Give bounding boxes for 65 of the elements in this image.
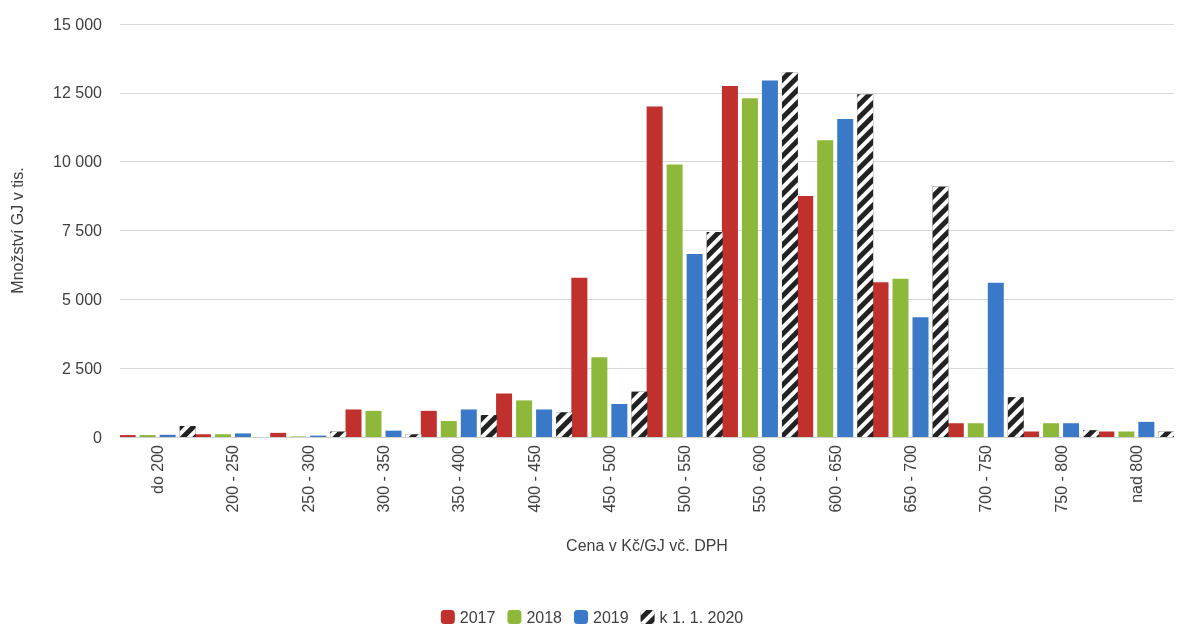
bar	[159, 434, 176, 437]
bar	[967, 423, 984, 437]
y-axis-title: Množství GJ v tis.	[8, 167, 26, 294]
bar	[721, 85, 738, 437]
bar	[536, 409, 553, 437]
bar	[666, 164, 683, 437]
x-tick-label: 500 - 550	[676, 444, 694, 513]
legend-label: 2018	[526, 608, 563, 626]
bar	[1138, 421, 1155, 437]
bar	[817, 140, 834, 437]
y-tick-label: 0	[93, 428, 103, 446]
x-tick-label: 400 - 450	[525, 444, 543, 513]
bar	[345, 409, 362, 437]
y-tick-label: 12 500	[53, 84, 103, 102]
bar	[611, 403, 628, 437]
x-tick-label: 700 - 750	[977, 444, 995, 513]
bar	[987, 282, 1004, 437]
legend-label: k 1. 1. 2020	[659, 608, 744, 626]
bar	[440, 421, 457, 437]
x-tick-label: 750 - 800	[1052, 444, 1070, 513]
bar	[234, 433, 251, 437]
x-tick-label: 550 - 600	[751, 444, 769, 513]
bar	[591, 357, 608, 437]
x-tick-label: do 200	[149, 444, 167, 494]
bar	[1063, 423, 1080, 437]
x-tick-label: nad 800	[1127, 444, 1145, 503]
bar	[571, 277, 588, 437]
bar	[837, 118, 854, 437]
bar	[194, 434, 211, 437]
x-tick-label: 600 - 650	[826, 444, 844, 513]
bar	[516, 400, 533, 437]
x-tick-label: 200 - 250	[224, 444, 242, 513]
bar	[1043, 423, 1060, 437]
x-tick-label: 250 - 300	[299, 444, 317, 513]
bar	[686, 253, 703, 437]
bar	[496, 393, 513, 437]
bar	[872, 282, 889, 437]
bar	[1023, 431, 1040, 437]
bar	[947, 423, 964, 437]
x-tick-label: 450 - 500	[600, 444, 618, 513]
y-tick-label: 15 000	[53, 15, 103, 33]
bar	[892, 278, 909, 437]
y-tick-label: 7 500	[61, 222, 103, 239]
y-tick-label: 2 500	[61, 359, 103, 377]
x-axis-title: Cena v Kč/GJ vč. DPH	[566, 536, 728, 554]
bar	[460, 409, 477, 437]
bar	[741, 98, 758, 437]
bar	[1098, 431, 1115, 437]
bar	[1118, 431, 1135, 437]
y-tick-label: 10 000	[53, 153, 103, 171]
bar	[270, 432, 287, 437]
bar	[912, 317, 929, 437]
y-tick-label: 5 000	[61, 290, 103, 308]
bar	[385, 430, 402, 437]
legend-label: 2019	[592, 608, 629, 626]
x-tick-label: 650 - 700	[902, 444, 919, 513]
bar	[646, 106, 663, 437]
legend-label: 2017	[459, 608, 496, 626]
x-tick-label: 300 - 350	[375, 444, 392, 513]
x-tick-label: 350 - 400	[450, 444, 468, 513]
bar	[761, 80, 778, 437]
bar	[797, 196, 814, 437]
bar	[214, 434, 231, 437]
bar	[365, 410, 382, 437]
bar	[420, 410, 437, 437]
